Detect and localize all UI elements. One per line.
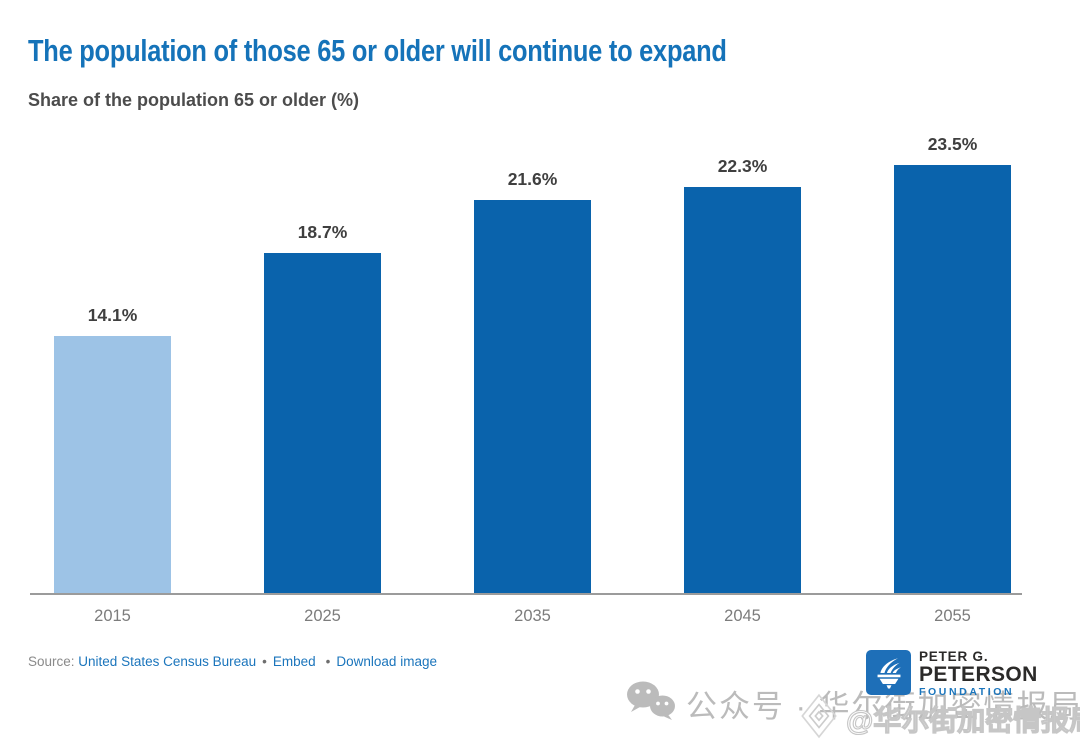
logo-line-peter-g: PETER G. — [919, 649, 989, 664]
source-line: Source: United States Census Bureau • Embe… — [28, 654, 437, 669]
logo-wordmark: PETER G. PETERSON FOUNDATION — [919, 650, 1038, 699]
bar-2045 — [684, 187, 801, 593]
peterson-foundation-logo: PETER G. PETERSON FOUNDATION — [866, 650, 1038, 699]
torch-icon — [866, 650, 911, 695]
chart-subtitle: Share of the population 65 or older (%) — [28, 90, 360, 110]
logo-line-peterson: PETERSON — [919, 663, 1038, 686]
wechat-icon — [626, 680, 676, 727]
bar-chart-plot-area: 14.1% 2015 18.7% 2025 21.6% 2035 22.3% 2045 23.5… — [30, 134, 1022, 625]
value-label-2025: 18.7% — [297, 222, 348, 242]
diamond-icon — [796, 692, 842, 744]
source-prefix: Source: — [28, 654, 75, 669]
x-tick-2045: 2045 — [724, 607, 761, 625]
bar-2055 — [894, 165, 1011, 593]
bullet-separator: • — [262, 654, 267, 669]
value-label-2045: 22.3% — [717, 156, 768, 176]
bullet-separator: • — [325, 654, 331, 669]
bar-2035 — [474, 200, 591, 593]
handle-watermark: @华尔街加密情报局 — [796, 692, 1080, 744]
handle-watermark-label: @华尔街加密情报局 — [845, 704, 1080, 736]
chart-title: The population of those 65 or older will… — [28, 33, 727, 68]
source-link[interactable]: United States Census Bureau — [78, 654, 257, 669]
x-tick-2055: 2055 — [934, 607, 971, 625]
logo-line-foundation: FOUNDATION — [919, 686, 1015, 698]
download-image-link[interactable]: Download image — [336, 654, 437, 669]
x-tick-2015: 2015 — [94, 607, 131, 625]
x-tick-2035: 2035 — [514, 607, 551, 625]
x-tick-2025: 2025 — [304, 607, 341, 625]
value-label-2035: 21.6% — [507, 169, 558, 189]
bar-2015 — [54, 336, 171, 593]
value-label-2055: 23.5% — [927, 134, 978, 154]
value-label-2015: 14.1% — [87, 305, 138, 325]
bar-2025 — [264, 253, 381, 593]
embed-link[interactable]: Embed — [272, 654, 316, 669]
